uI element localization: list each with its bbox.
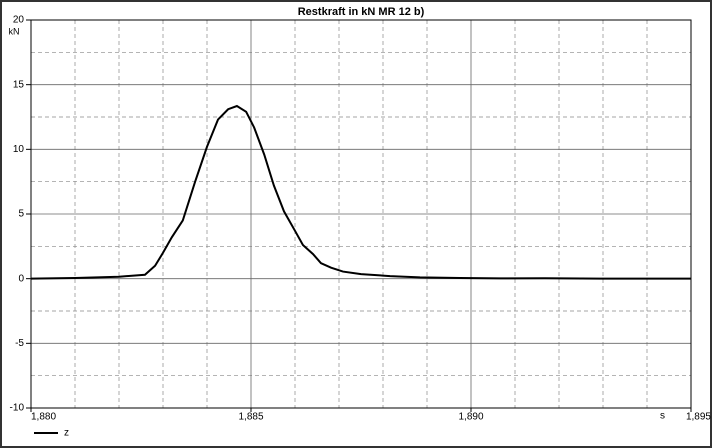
legend-label: z — [64, 428, 69, 439]
y-tick-label: 10 — [13, 144, 25, 155]
y-tick-label: -5 — [15, 338, 24, 349]
x-tick-label: 1,885 — [238, 412, 263, 423]
chart-title: Restkraft in kN MR 12 b) — [298, 6, 425, 18]
x-tick-label: 1,895 — [686, 412, 711, 423]
y-tick-label: 0 — [18, 273, 24, 284]
y-tick-label: 20 — [13, 15, 25, 26]
x-unit: s — [660, 411, 665, 422]
data-line — [30, 104, 691, 280]
y-unit: kN — [9, 26, 20, 36]
plot-border — [30, 19, 692, 409]
x-tick-label: 1,890 — [458, 412, 483, 423]
x-tick-label: 1,880 — [31, 412, 56, 423]
y-tick-label: -10 — [10, 403, 25, 414]
y-tick-label: 15 — [13, 79, 25, 90]
y-tick-label: 5 — [18, 209, 24, 220]
